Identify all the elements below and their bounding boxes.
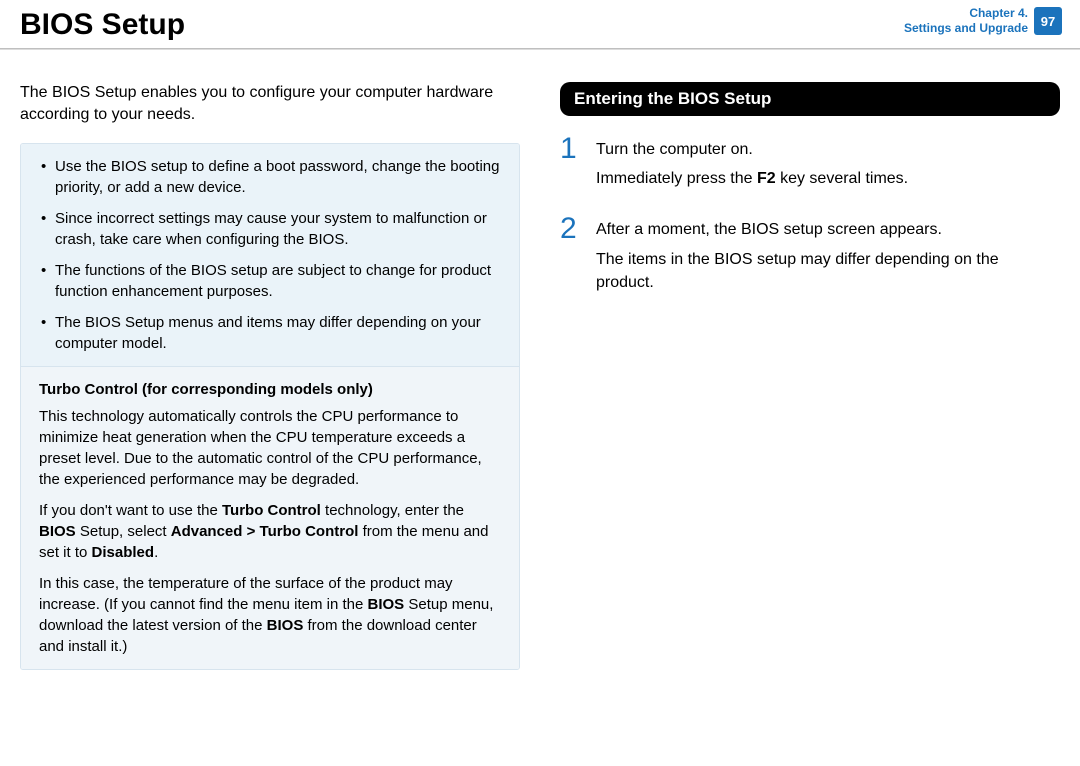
step1-line1: Turn the computer on. (596, 138, 908, 161)
step2-line1: After a moment, the BIOS setup screen ap… (596, 218, 1060, 241)
entering-header: Entering the BIOS Setup (560, 82, 1060, 116)
chapter-block: Chapter 4. Settings and Upgrade 97 (904, 6, 1062, 36)
bullet-section: Use the BIOS setup to define a boot pass… (21, 144, 519, 366)
bullet-item: Use the BIOS setup to define a boot pass… (39, 156, 501, 198)
turbo-p2: If you don't want to use the Turbo Contr… (39, 500, 501, 563)
bullet-item: Since incorrect settings may cause your … (39, 208, 501, 250)
step-number: 2 (560, 214, 582, 294)
step2-line2: The items in the BIOS setup may differ d… (596, 248, 1060, 294)
intro-text: The BIOS Setup enables you to configure … (20, 82, 520, 125)
chapter-line2: Settings and Upgrade (904, 21, 1028, 36)
left-column: The BIOS Setup enables you to configure … (20, 82, 520, 670)
bold-text: BIOS (368, 596, 405, 613)
bold-text: Turbo Control (222, 502, 321, 519)
bullet-item: The BIOS Setup menus and items may diffe… (39, 312, 501, 354)
step-1: 1 Turn the computer on. Immediately pres… (560, 138, 1060, 190)
page-header: BIOS Setup Chapter 4. Settings and Upgra… (0, 0, 1080, 48)
chapter-line1: Chapter 4. (904, 6, 1028, 21)
step-number: 1 (560, 134, 582, 190)
bullet-list: Use the BIOS setup to define a boot pass… (39, 156, 501, 354)
bold-text: Advanced > Turbo Control (171, 523, 359, 540)
step1-line2: Immediately press the F2 key several tim… (596, 167, 908, 190)
text: Setup, select (76, 523, 171, 540)
turbo-p3: In this case, the temperature of the sur… (39, 573, 501, 657)
text: Immediately press the (596, 170, 757, 187)
turbo-section: Turbo Control (for corresponding models … (21, 366, 519, 669)
step-2: 2 After a moment, the BIOS setup screen … (560, 218, 1060, 294)
bold-text: F2 (757, 170, 776, 187)
text: If you don't want to use the (39, 502, 222, 519)
turbo-title: Turbo Control (for corresponding models … (39, 379, 501, 400)
turbo-p1: This technology automatically controls t… (39, 406, 501, 490)
bold-text: BIOS (267, 617, 304, 634)
bold-text: BIOS (39, 523, 76, 540)
step-body: Turn the computer on. Immediately press … (596, 138, 908, 190)
content-columns: The BIOS Setup enables you to configure … (0, 60, 1080, 670)
text: . (154, 544, 158, 561)
step-body: After a moment, the BIOS setup screen ap… (596, 218, 1060, 294)
right-column: Entering the BIOS Setup 1 Turn the compu… (560, 82, 1060, 670)
header-divider (0, 48, 1080, 50)
page-number: 97 (1034, 7, 1062, 35)
bold-text: Disabled (92, 544, 155, 561)
text: technology, enter the (321, 502, 464, 519)
bullet-item: The functions of the BIOS setup are subj… (39, 260, 501, 302)
info-box: Use the BIOS setup to define a boot pass… (20, 143, 520, 670)
chapter-text: Chapter 4. Settings and Upgrade (904, 6, 1028, 36)
text: key several times. (776, 170, 908, 187)
